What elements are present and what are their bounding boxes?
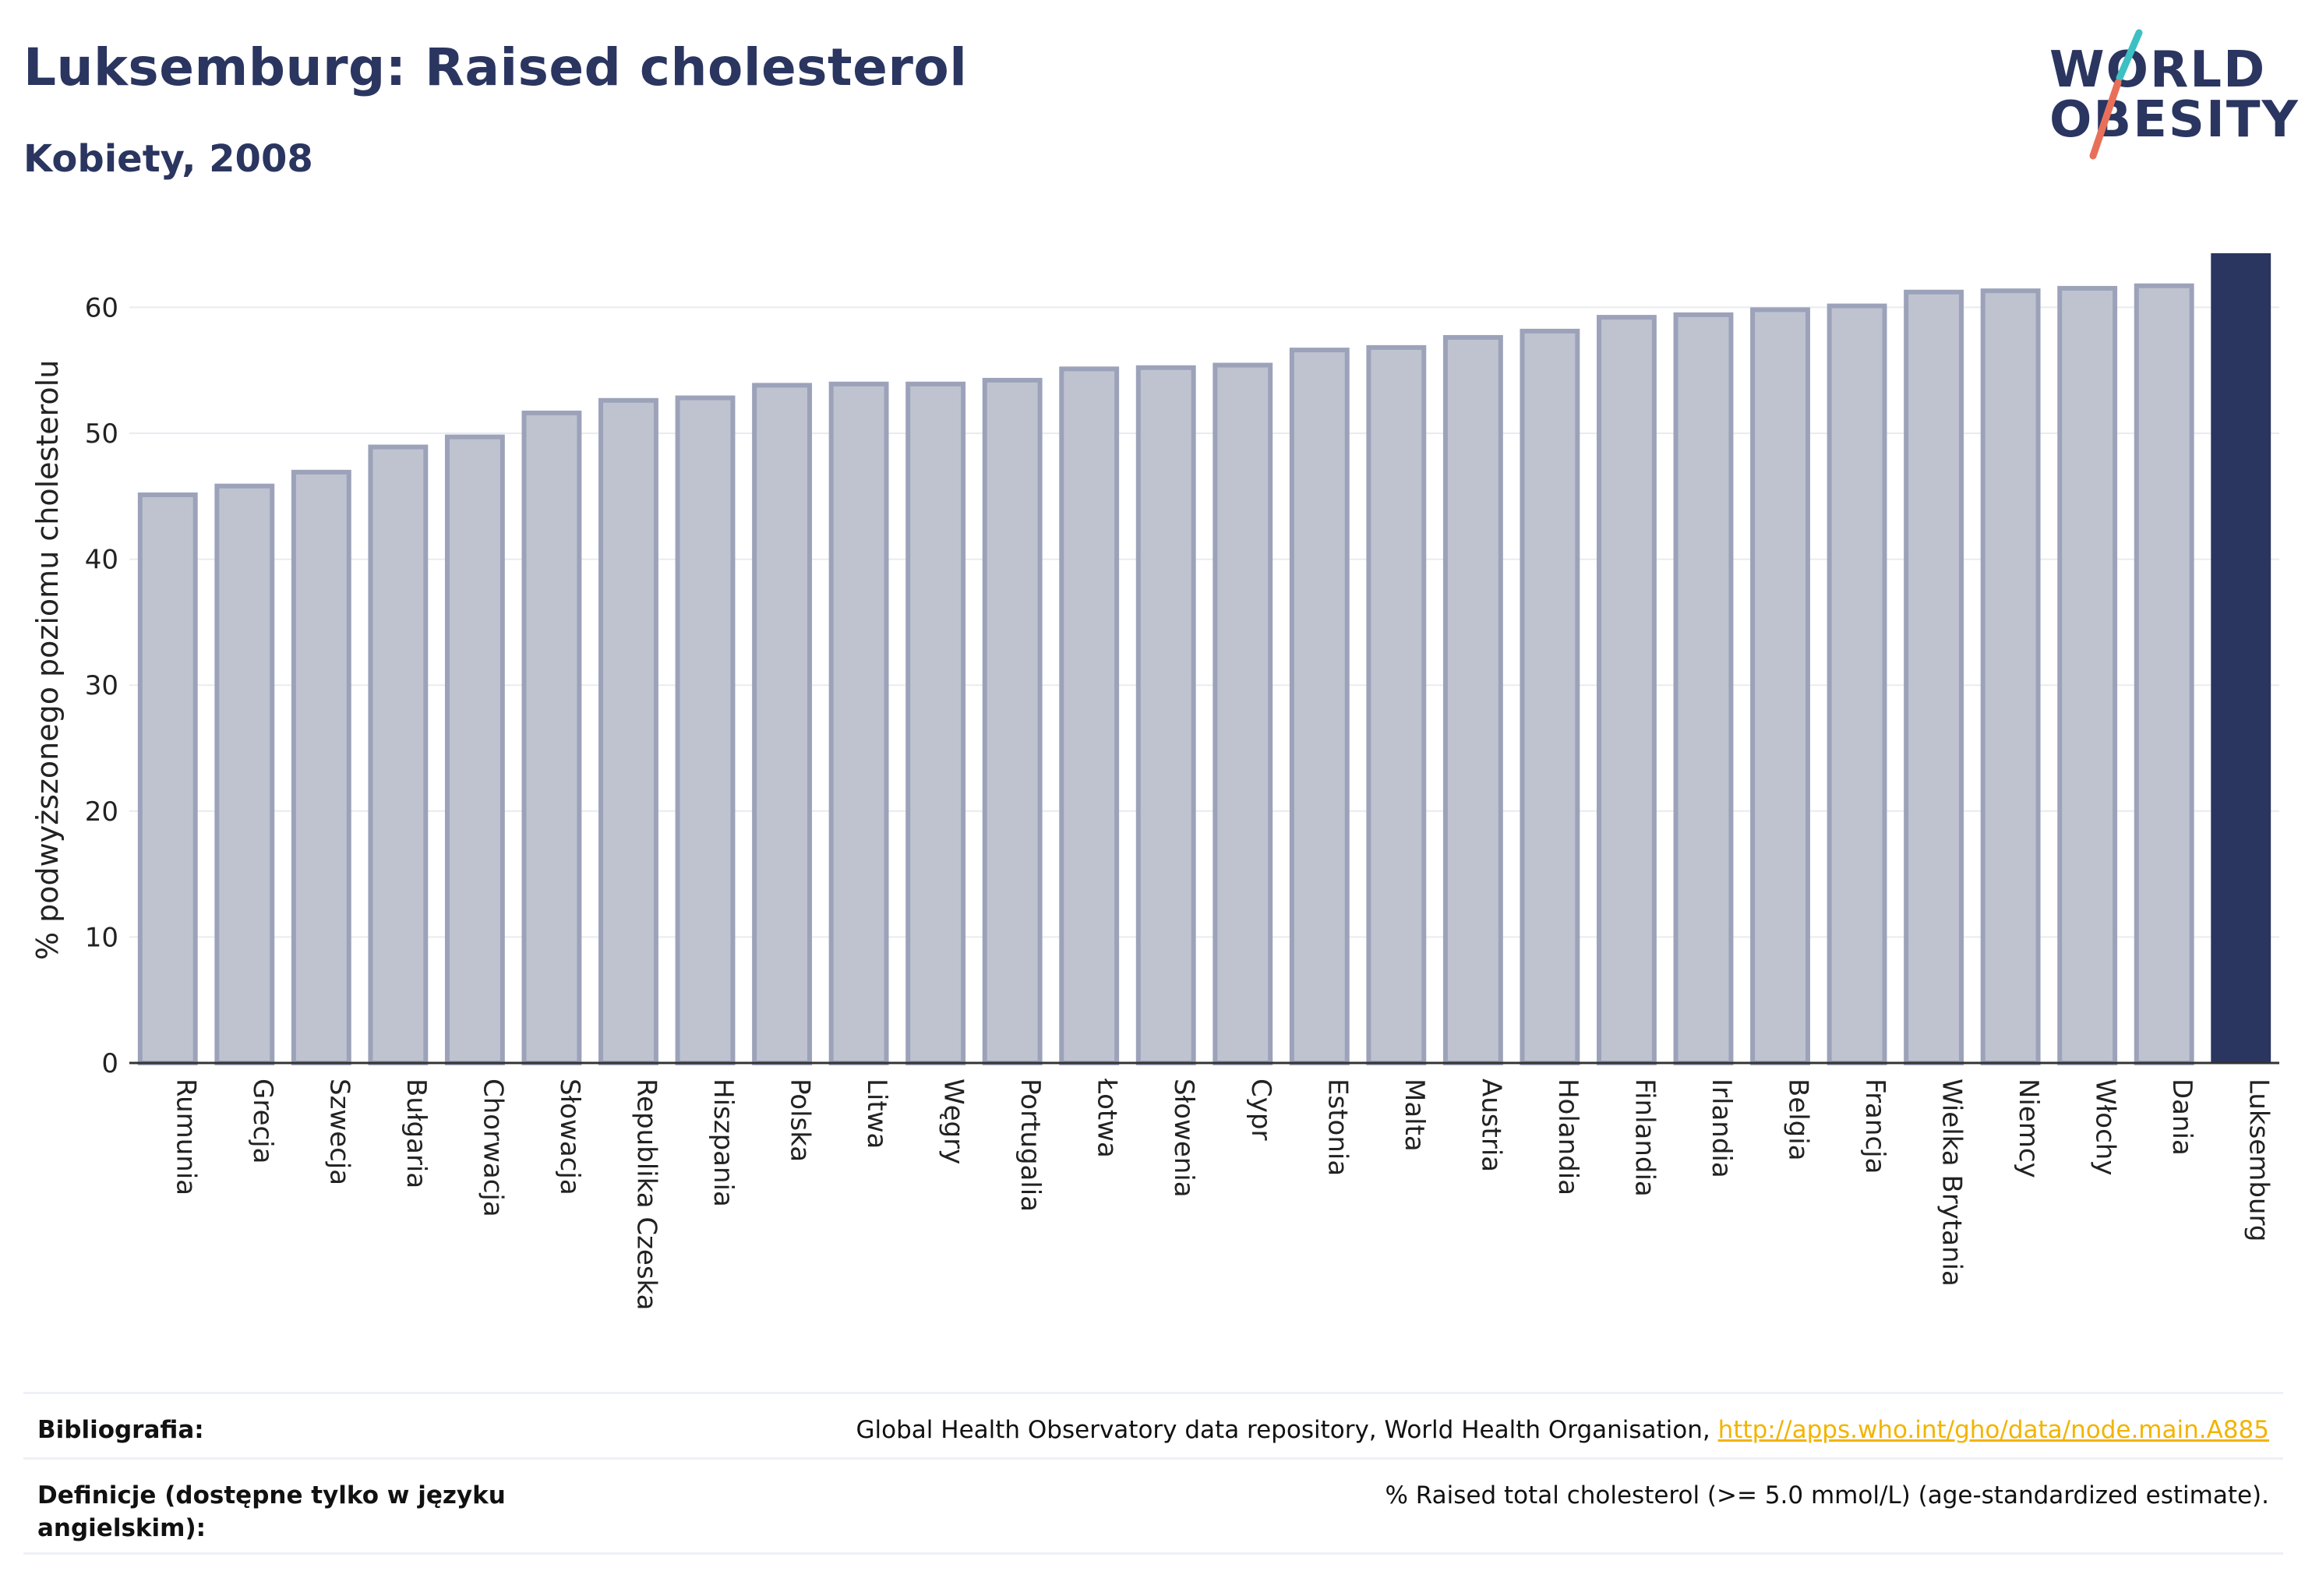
- bar: [1135, 365, 1196, 1065]
- y-tick-label: 50: [85, 418, 118, 450]
- y-tick-label: 0: [101, 1048, 118, 1079]
- x-tick-label: Niemcy: [2013, 1079, 2044, 1178]
- bar: [214, 483, 275, 1065]
- bar: [2211, 252, 2271, 1063]
- bar: [2057, 285, 2118, 1066]
- y-tick-label: 10: [85, 922, 118, 953]
- bar: [444, 434, 505, 1065]
- x-tick-label: Węgry: [938, 1079, 969, 1164]
- bar: [752, 383, 812, 1066]
- chart-title: Luksemburg: Raised cholesterol: [23, 37, 968, 97]
- bar: [1366, 344, 1427, 1065]
- y-tick-label: 60: [85, 292, 118, 323]
- x-tick-label: Hiszpania: [708, 1079, 739, 1207]
- x-tick-label: Holandia: [1552, 1079, 1583, 1195]
- x-tick-label: Rumunia: [170, 1079, 201, 1195]
- y-tick-label: 20: [85, 796, 118, 828]
- bar: [905, 381, 966, 1065]
- x-tick-label: Słowenia: [1168, 1079, 1199, 1198]
- x-tick-label: Estonia: [1322, 1079, 1353, 1176]
- x-tick-label: Szwecja: [323, 1079, 355, 1185]
- y-tick-label: 40: [85, 545, 118, 576]
- x-tick-label: Portugalia: [1015, 1079, 1046, 1212]
- x-tick-label: Cypr: [1245, 1079, 1276, 1140]
- definition-label: Definicje (dostępne tylko w języku angie…: [37, 1481, 506, 1542]
- x-tick-label: Austria: [1475, 1079, 1506, 1172]
- bar: [598, 397, 658, 1065]
- definition-value: % Raised total cholesterol (>= 5.0 mmol/…: [1385, 1481, 2269, 1509]
- logo-text-line1: WORLD: [2049, 41, 2267, 99]
- bar: [1673, 312, 1734, 1065]
- x-tick-label: Irlandia: [1706, 1079, 1737, 1178]
- bar: [291, 469, 351, 1065]
- footer-divider: [23, 1457, 2283, 1460]
- x-tick-label: Malta: [1399, 1079, 1430, 1152]
- x-tick-label: Łotwa: [1092, 1078, 1123, 1158]
- x-tick-label: Chorwacja: [477, 1079, 508, 1217]
- x-tick-label: Wielka Brytania: [1936, 1079, 1968, 1287]
- bar: [1980, 288, 2041, 1066]
- x-tick-label: Bułgaria: [401, 1079, 432, 1188]
- x-tick-label: Litwa: [861, 1079, 892, 1149]
- bar: [1597, 315, 1657, 1065]
- logo-slash-icon: [2089, 29, 2143, 160]
- world-obesity-logo: WORLD OBESITY: [2034, 23, 2298, 164]
- bar: [1059, 366, 1120, 1066]
- bar: [1520, 328, 1580, 1065]
- bar: [982, 377, 1043, 1065]
- bibliography-label: Bibliografia:: [37, 1416, 204, 1444]
- bar: [1289, 348, 1350, 1065]
- bibliography-value: Global Health Observatory data repositor…: [856, 1414, 2269, 1446]
- x-tick-label: Luksemburg: [2243, 1079, 2275, 1241]
- x-tick-label: Republika Czeska: [630, 1079, 662, 1311]
- bibliography-link[interactable]: http://apps.who.int/gho/data/node.main.A…: [1717, 1416, 2269, 1444]
- y-tick-label: 30: [85, 670, 118, 701]
- x-tick-label: Dania: [2166, 1079, 2197, 1156]
- bar: [675, 395, 736, 1065]
- bar: [1827, 303, 1887, 1065]
- logo-text-line2: OBESITY: [2049, 91, 2300, 149]
- x-tick-label: Grecja: [247, 1079, 278, 1163]
- footer-divider: [23, 1552, 2283, 1555]
- x-tick-label: Polska: [785, 1079, 816, 1162]
- bar: [368, 444, 429, 1065]
- y-axis-title: % podwyższonego poziomu cholesterolu: [30, 360, 65, 960]
- bar-chart: 0 10 20 30 40 50 60 % podwyższonego poziomu cho…: [30, 252, 2279, 1311]
- bar: [1213, 362, 1273, 1065]
- bar: [828, 381, 889, 1065]
- bar: [137, 492, 198, 1065]
- bar: [1750, 307, 1810, 1065]
- footer-divider: [23, 1392, 2283, 1394]
- bar: [521, 410, 582, 1065]
- bar: [1904, 289, 1964, 1065]
- x-tick-label: Słowacja: [554, 1079, 585, 1195]
- bibliography-text: Global Health Observatory data repositor…: [856, 1416, 1718, 1444]
- bar: [2134, 283, 2194, 1066]
- chart-subtitle: Kobiety, 2008: [23, 137, 313, 181]
- bar: [1442, 334, 1503, 1065]
- x-tick-label: Belgia: [1783, 1079, 1814, 1161]
- x-tick-label: Francja: [1859, 1079, 1890, 1174]
- x-tick-label: Włochy: [2090, 1079, 2121, 1175]
- x-tick-label: Finlandia: [1629, 1079, 1660, 1197]
